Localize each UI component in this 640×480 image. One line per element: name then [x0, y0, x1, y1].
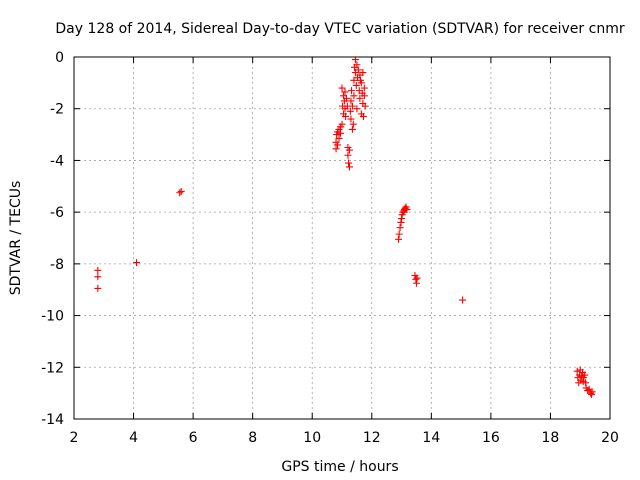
- data-point: [349, 120, 357, 128]
- y-tick-labels: 0 -2 -4 -6 -8 -10 -12 -14: [41, 50, 64, 428]
- data-point: [94, 266, 102, 274]
- data-point: [335, 134, 343, 142]
- data-point: [356, 94, 364, 102]
- y-tick-label: -4: [50, 153, 64, 169]
- data-point: [344, 151, 352, 159]
- x-tick-label: 4: [129, 430, 138, 446]
- data-point: [342, 112, 350, 120]
- data-point: [348, 125, 356, 133]
- data-point: [353, 61, 361, 69]
- data-point: [587, 389, 595, 397]
- data-point: [359, 69, 367, 77]
- data-point: [398, 215, 406, 223]
- x-tick-label: 14: [422, 430, 440, 446]
- data-point: [351, 56, 359, 64]
- x-tick-label: 10: [303, 430, 321, 446]
- data-point: [573, 367, 581, 375]
- grid-lines: [74, 57, 610, 419]
- data-point: [350, 76, 358, 84]
- x-tick-label: 18: [542, 430, 560, 446]
- y-tick-label: -10: [41, 309, 64, 325]
- chart-title: Day 128 of 2014, Sidereal Day-to-day VTE…: [55, 21, 624, 37]
- y-tick-label: -8: [50, 257, 64, 273]
- x-tick-label: 2: [70, 430, 79, 446]
- data-point: [94, 273, 102, 281]
- data-point: [403, 206, 411, 214]
- x-axis-label: GPS time / hours: [281, 459, 398, 475]
- data-point: [352, 81, 360, 89]
- data-point: [348, 102, 356, 110]
- data-point: [133, 259, 141, 267]
- data-point: [412, 279, 420, 287]
- data-point: [342, 94, 350, 102]
- data-point: [338, 120, 346, 128]
- data-point: [346, 107, 354, 115]
- data-point: [360, 84, 368, 92]
- data-point: [332, 145, 340, 153]
- data-point: [338, 84, 346, 92]
- data-point: [459, 296, 467, 304]
- data-point: [347, 97, 355, 105]
- data-point: [360, 92, 368, 100]
- y-tick-label: -12: [41, 360, 64, 376]
- plot-area-frame: [73, 56, 611, 420]
- data-point: [588, 388, 596, 396]
- data-point: [413, 274, 421, 282]
- y-axis-label: SDTVAR / TECUs: [8, 181, 24, 296]
- data-point: [176, 189, 184, 197]
- data-point: [341, 88, 349, 96]
- data-point: [348, 87, 356, 95]
- data-point: [357, 79, 365, 87]
- data-point: [354, 66, 362, 74]
- x-tick-label: 6: [189, 430, 198, 446]
- data-point: [345, 146, 353, 154]
- data-point: [582, 379, 590, 387]
- data-point: [397, 218, 405, 226]
- data-point: [412, 275, 420, 283]
- data-point: [345, 163, 353, 171]
- data-point: [177, 187, 185, 195]
- y-tick-label: -6: [50, 205, 64, 221]
- data-point: [396, 224, 404, 232]
- data-point: [345, 159, 353, 167]
- data-point: [395, 235, 403, 243]
- data-point: [350, 92, 358, 100]
- data-points: [94, 56, 596, 398]
- data-point: [337, 129, 345, 137]
- data-point: [334, 141, 342, 149]
- x-tick-label: 12: [363, 430, 381, 446]
- y-tick-label: 0: [55, 50, 64, 66]
- x-tick-label: 16: [482, 430, 500, 446]
- y-tick-label: -2: [50, 102, 64, 118]
- y-tick-label: -14: [41, 412, 64, 428]
- data-point: [353, 105, 361, 113]
- x-tick-label: 20: [601, 430, 619, 446]
- x-tick-labels: 2 4 6 8 10 12 14 16 18 20: [70, 430, 619, 446]
- data-point: [347, 115, 355, 123]
- x-tick-label: 8: [248, 430, 257, 446]
- axis-ticks: [73, 56, 611, 420]
- data-point: [581, 371, 589, 379]
- data-point: [94, 284, 102, 292]
- data-point: [395, 230, 403, 238]
- data-point: [359, 112, 367, 120]
- data-point: [361, 102, 369, 110]
